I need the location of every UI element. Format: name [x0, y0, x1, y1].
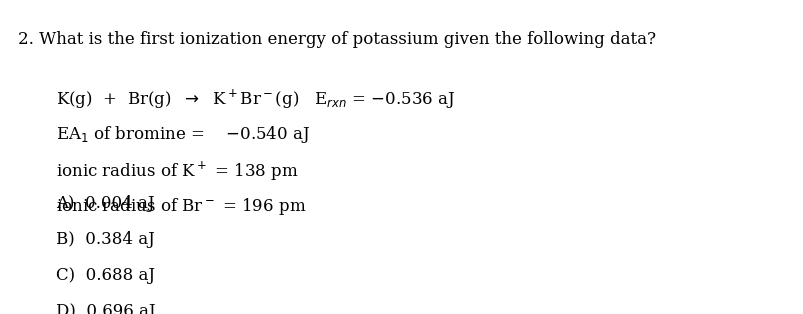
Text: 2. What is the first ionization energy of potassium given the following data?: 2. What is the first ionization energy o…	[18, 31, 655, 48]
Text: D)  0.696 aJ: D) 0.696 aJ	[56, 303, 156, 314]
Text: ionic radius of Br$^-$ = 196 pm: ionic radius of Br$^-$ = 196 pm	[56, 196, 306, 217]
Text: EA$_1$ of bromine =    $-$0.540 aJ: EA$_1$ of bromine = $-$0.540 aJ	[56, 124, 310, 145]
Text: K(g)  +  Br(g)  $\rightarrow$  K$^+$Br$^-$(g)   E$_{rxn}$ = $-$0.536 aJ: K(g) + Br(g) $\rightarrow$ K$^+$Br$^-$(g…	[56, 88, 455, 111]
Text: C)  0.688 aJ: C) 0.688 aJ	[56, 267, 155, 284]
Text: ionic radius of K$^+$ = 138 pm: ionic radius of K$^+$ = 138 pm	[56, 160, 298, 183]
Text: A)  0.004 aJ: A) 0.004 aJ	[56, 195, 155, 212]
Text: B)  0.384 aJ: B) 0.384 aJ	[56, 231, 155, 248]
